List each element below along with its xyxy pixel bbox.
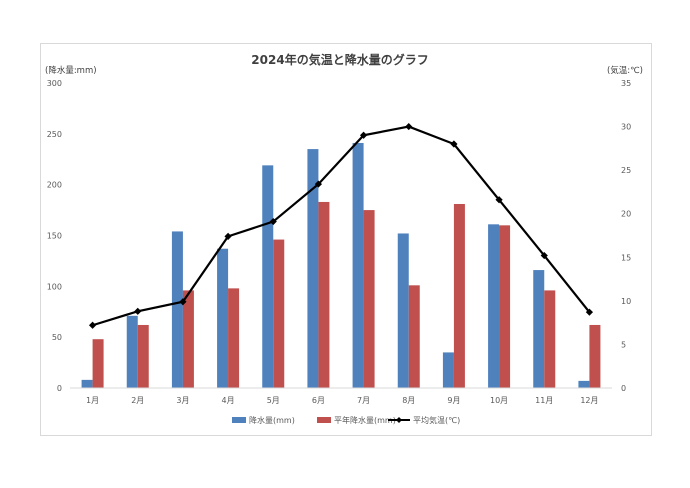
right-tick-10: 10 [621, 297, 631, 306]
bar-precipitation-1 [81, 379, 93, 388]
bar-precipitation-8 [397, 233, 409, 388]
temperature-marker-8 [405, 122, 413, 131]
x-tick-9: 9月 [447, 396, 460, 405]
temperature-marker-2 [134, 307, 142, 315]
left-tick-200: 200 [47, 181, 62, 190]
chart-title: 2024年の気温と降水量のグラフ [251, 52, 428, 67]
right-tick-15: 15 [621, 253, 631, 262]
bar-precipitation-12 [578, 380, 590, 388]
legend-swatch-marker-temperature [396, 417, 402, 423]
temperature-marker-5 [269, 217, 277, 226]
bar-precipitation-7 [352, 142, 364, 388]
x-tick-6: 6月 [312, 396, 325, 405]
legend-swatch-normal-precipitation [317, 417, 331, 423]
bar-precipitation-6 [307, 149, 319, 388]
x-tick-11: 11月 [535, 396, 553, 405]
left-tick-150: 150 [47, 232, 62, 241]
bar-normal-precipitation-6 [318, 201, 330, 388]
x-tick-8: 8月 [402, 396, 415, 405]
x-tick-1: 1月 [86, 396, 99, 405]
bar-precipitation-11 [533, 270, 545, 388]
left-tick-250: 250 [47, 130, 62, 139]
temperature-marker-6 [314, 180, 323, 188]
temperature-marker-9 [450, 140, 458, 148]
left-tick-0: 0 [57, 384, 62, 393]
temperature-marker-11 [540, 251, 548, 260]
temperature-marker-1 [88, 321, 97, 329]
x-tick-10: 10月 [490, 396, 508, 405]
right-tick-0: 0 [621, 384, 626, 393]
x-tick-2: 2月 [131, 396, 144, 405]
bar-normal-precipitation-7 [363, 210, 375, 388]
right-tick-5: 5 [621, 340, 626, 349]
bar-precipitation-10 [488, 224, 500, 388]
x-tick-12: 12月 [580, 396, 598, 405]
bar-normal-precipitation-3 [182, 290, 194, 388]
right-tick-35: 35 [621, 79, 631, 88]
temperature-marker-10 [495, 196, 503, 204]
left-tick-100: 100 [47, 282, 62, 291]
bar-normal-precipitation-1 [92, 339, 104, 388]
temperature-marker-4 [224, 232, 232, 240]
temperature-marker-7 [359, 131, 368, 139]
right-tick-25: 25 [621, 166, 631, 175]
legend: 降水量(mm) 平年降水量(mm) 平均気温(℃) [232, 415, 460, 425]
bar-normal-precipitation-8 [408, 285, 420, 388]
bar-precipitation-5 [262, 165, 274, 388]
bar-normal-precipitation-5 [273, 239, 285, 388]
bar-precipitation-9 [442, 352, 454, 388]
bar-precipitation-3 [171, 231, 183, 388]
bar-normal-precipitation-12 [589, 324, 601, 388]
legend-label-precipitation: 降水量(mm) [249, 415, 295, 425]
legend-label-normal-precipitation: 平年降水量(mm) [334, 415, 396, 425]
x-tick-3: 3月 [176, 396, 189, 405]
right-tick-20: 20 [621, 210, 631, 219]
bar-normal-precipitation-10 [499, 225, 511, 388]
legend-swatch-precipitation [232, 417, 246, 423]
x-tick-7: 7月 [357, 396, 370, 405]
bar-normal-precipitation-11 [544, 290, 556, 388]
left-tick-300: 300 [47, 79, 62, 88]
left-tick-50: 50 [52, 333, 62, 342]
bar-normal-precipitation-4 [228, 288, 240, 388]
bar-precipitation-4 [217, 248, 229, 388]
x-tick-5: 5月 [267, 396, 280, 405]
bar-precipitation-2 [126, 315, 138, 388]
temperature-line [92, 125, 591, 327]
bar-normal-precipitation-2 [137, 324, 149, 388]
left-axis-title: (降水量:mm) [45, 65, 97, 76]
right-axis-title: (気温:℃) [607, 65, 643, 76]
x-tick-4: 4月 [222, 396, 235, 405]
temperature-marker-3 [179, 298, 187, 306]
temperature-marker-12 [585, 308, 594, 316]
bar-normal-precipitation-9 [453, 203, 465, 388]
right-tick-30: 30 [621, 123, 631, 132]
legend-label-temperature: 平均気温(℃) [413, 415, 460, 425]
